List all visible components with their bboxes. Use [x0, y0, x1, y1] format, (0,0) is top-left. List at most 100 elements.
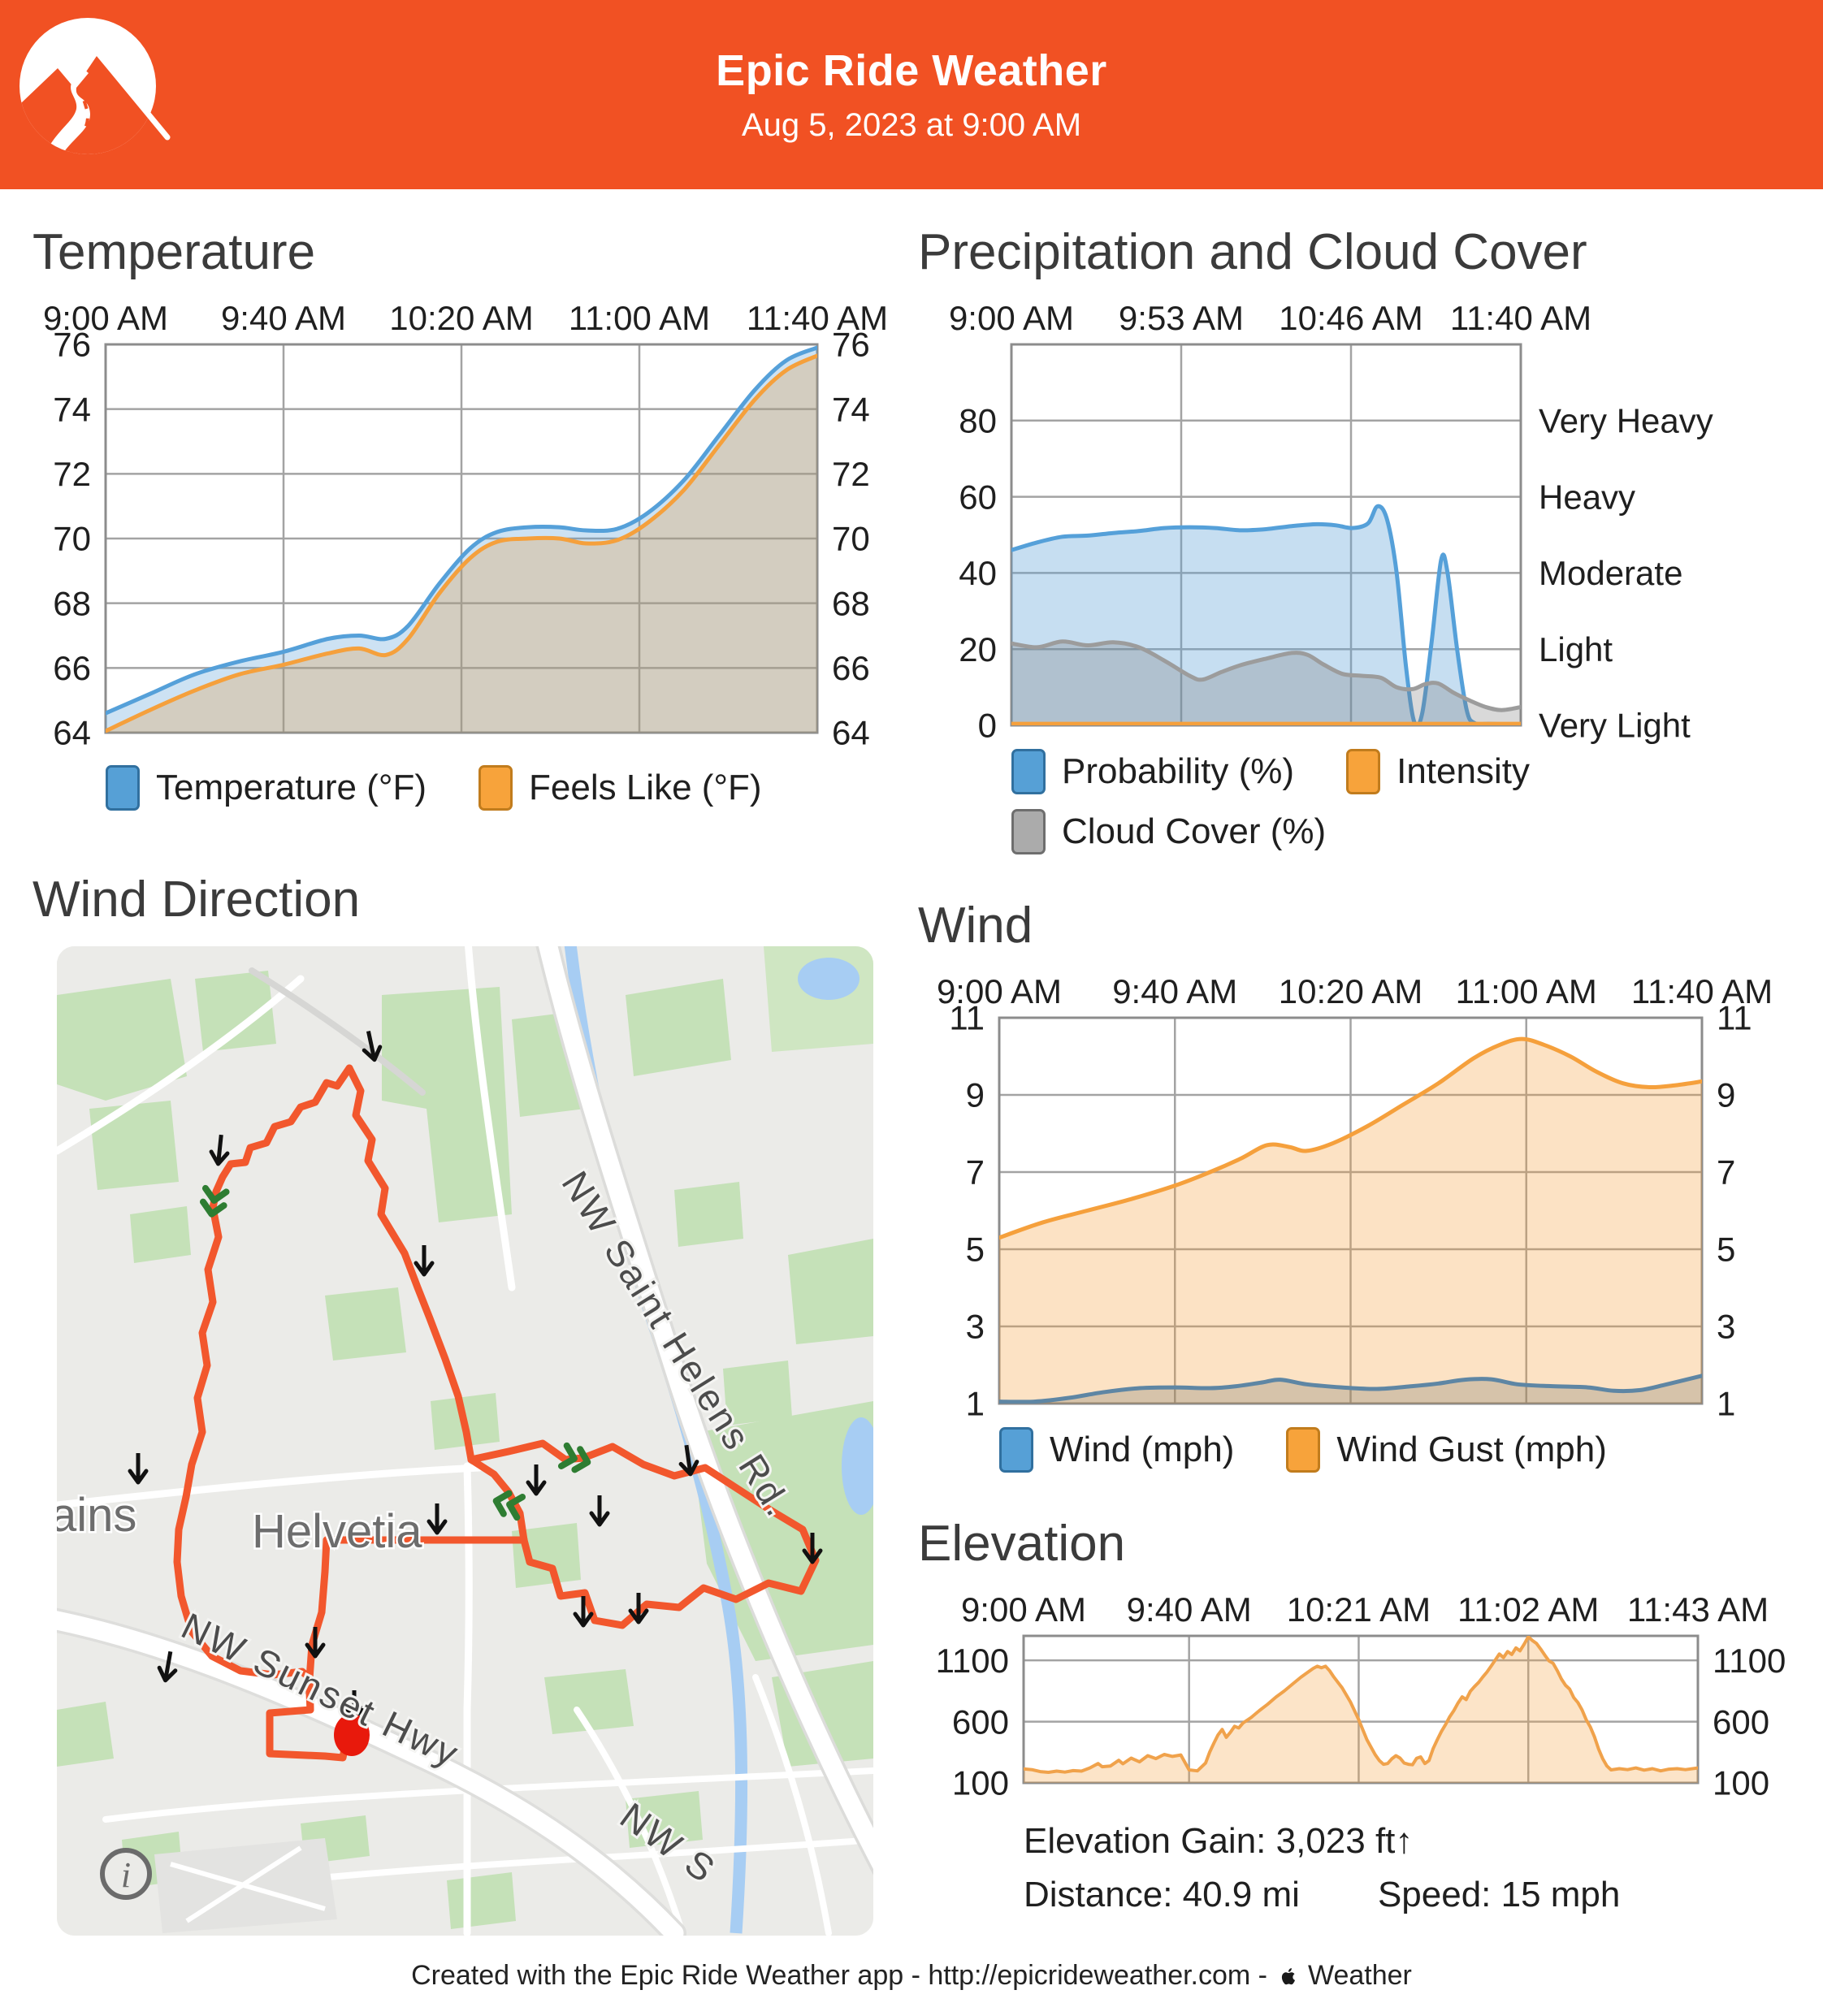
svg-text:0: 0: [978, 707, 997, 745]
svg-text:64: 64: [832, 714, 870, 752]
svg-text:1: 1: [966, 1385, 985, 1423]
svg-text:11:40 AM: 11:40 AM: [1631, 972, 1773, 1010]
svg-text:Very Light: Very Light: [1539, 707, 1691, 745]
svg-text:9:00 AM: 9:00 AM: [961, 1590, 1086, 1629]
legend-item: Wind Gust (mph): [1286, 1427, 1607, 1473]
svg-text:68: 68: [832, 584, 870, 622]
svg-text:20: 20: [959, 630, 997, 668]
svg-text:11:02 AM: 11:02 AM: [1457, 1590, 1599, 1629]
svg-text:3: 3: [1717, 1308, 1735, 1346]
svg-text:11:43 AM: 11:43 AM: [1627, 1590, 1769, 1629]
wind-direction-title: Wind Direction: [32, 872, 361, 928]
report-body: Temperature 9:00 AM 9:40 AM 10:20 AM 11:00 …: [0, 189, 1823, 1936]
svg-text:68: 68: [53, 584, 91, 622]
svg-text:70: 70: [832, 520, 870, 558]
wind-legend: Wind (mph) Wind Gust (mph): [999, 1427, 1795, 1473]
elevation-chart: 9:00 AM 9:40 AM 10:21 AM 11:02 AM 11:43 AM 10…: [936, 1590, 1786, 1802]
svg-text:5: 5: [966, 1231, 985, 1269]
svg-text:Heavy: Heavy: [1539, 478, 1635, 516]
svg-text:10:21 AM: 10:21 AM: [1287, 1590, 1431, 1629]
wind-gust-swatch: [1286, 1427, 1321, 1473]
svg-text:100: 100: [1713, 1764, 1769, 1802]
svg-text:66: 66: [53, 649, 91, 687]
map-roads: [57, 946, 873, 1936]
app-title: Epic Ride Weather: [716, 46, 1107, 95]
svg-text:5: 5: [1717, 1231, 1735, 1269]
elevation-gain-stat: Elevation Gain: 3,023 ft↑: [1024, 1821, 1414, 1861]
svg-text:9:00 AM: 9:00 AM: [949, 299, 1074, 337]
svg-text:80: 80: [959, 402, 997, 440]
svg-text:76: 76: [832, 326, 870, 364]
precipitation-chart: 9:00 AM 9:53 AM 10:46 AM 11:40 AM 0 20 40 60 80 V…: [949, 299, 1713, 745]
ride-stats: Elevation Gain: 3,023 ft↑ Distance: 40.9…: [1024, 1815, 1795, 1922]
svg-text:600: 600: [952, 1702, 1009, 1741]
wind-swatch: [999, 1427, 1033, 1473]
app-header: Epic Ride Weather Aug 5, 2023 at 9:00 AM: [0, 0, 1823, 189]
left-column: Temperature 9:00 AM 9:40 AM 10:20 AM 11:00 …: [32, 210, 888, 1936]
intensity-swatch: [1346, 749, 1381, 794]
svg-text:1: 1: [1717, 1385, 1735, 1423]
svg-text:9:40 AM: 9:40 AM: [221, 299, 346, 337]
temperature-swatch: [106, 765, 140, 811]
legend-item: Cloud Cover (%): [1011, 809, 1326, 854]
elevation-title: Elevation: [918, 1516, 1126, 1572]
svg-text:64: 64: [53, 714, 91, 752]
svg-text:10:20 AM: 10:20 AM: [389, 299, 533, 337]
legend-item: Probability (%): [1011, 749, 1294, 794]
svg-text:74: 74: [832, 390, 870, 428]
svg-text:9:00 AM: 9:00 AM: [937, 972, 1062, 1010]
cloud-cover-swatch: [1011, 809, 1046, 854]
temperature-legend: Temperature (°F) Feels Like (°F): [106, 765, 877, 811]
svg-text:11:40 AM: 11:40 AM: [1450, 299, 1591, 337]
info-icon[interactable]: i: [100, 1848, 152, 1900]
svg-text:Light: Light: [1539, 630, 1613, 668]
feels-like-swatch: [478, 765, 513, 811]
svg-text:11: 11: [1717, 999, 1752, 1037]
right-column: Precipitation and Cloud Cover 9:00 AM 9:5…: [918, 210, 1795, 1936]
svg-text:9:00 AM: 9:00 AM: [43, 299, 168, 337]
svg-text:7: 7: [1717, 1153, 1735, 1192]
apple-logo-icon: [1281, 1967, 1295, 1984]
legend-item: Temperature (°F): [106, 765, 427, 811]
route-path: [173, 1064, 820, 1762]
svg-text:7: 7: [966, 1153, 985, 1192]
precipitation-title: Precipitation and Cloud Cover: [918, 224, 1587, 280]
svg-text:11:40 AM: 11:40 AM: [747, 299, 888, 337]
map-label-helvetia: Helvetia: [252, 1505, 422, 1558]
temperature-title: Temperature: [32, 224, 316, 280]
map-label-plains: ains: [57, 1489, 136, 1542]
probability-swatch: [1011, 749, 1046, 794]
svg-text:70: 70: [53, 520, 91, 558]
route-end-marker: [334, 1714, 370, 1756]
svg-text:11:00 AM: 11:00 AM: [569, 299, 710, 337]
precipitation-legend: Probability (%) Intensity Cloud Cover (%…: [1011, 749, 1629, 854]
svg-text:9:40 AM: 9:40 AM: [1127, 1590, 1252, 1629]
map-canvas: ains Helvetia NW Saint Helens Rd. NW Sun…: [57, 946, 873, 1936]
svg-text:10:46 AM: 10:46 AM: [1279, 299, 1422, 337]
svg-text:i: i: [121, 1855, 131, 1895]
svg-text:60: 60: [959, 478, 997, 516]
weather-attribution: Weather: [1308, 1960, 1412, 1991]
svg-text:11: 11: [949, 999, 985, 1037]
wind-title: Wind: [918, 898, 1033, 954]
temperature-chart: 9:00 AM 9:40 AM 10:20 AM 11:00 AM 11:40 AM 64…: [43, 299, 888, 752]
svg-text:40: 40: [959, 554, 997, 592]
map-airport: [154, 1838, 337, 1933]
svg-text:9: 9: [1717, 1076, 1735, 1114]
speed-stat: Speed: 15 mph: [1377, 1875, 1621, 1914]
footer-credit: Created with the Epic Ride Weather app -…: [411, 1960, 1412, 1991]
svg-text:1100: 1100: [936, 1642, 1009, 1680]
svg-text:76: 76: [53, 326, 91, 364]
svg-text:Moderate: Moderate: [1539, 554, 1682, 592]
app-logo: [19, 18, 171, 154]
legend-item: Wind (mph): [999, 1427, 1234, 1473]
svg-text:600: 600: [1713, 1702, 1769, 1741]
svg-text:3: 3: [966, 1308, 985, 1346]
svg-text:1100: 1100: [1713, 1642, 1786, 1680]
wind-chart: 9:00 AM 9:40 AM 10:20 AM 11:00 AM 11:40 AM1 1…: [937, 972, 1773, 1423]
svg-text:100: 100: [952, 1764, 1009, 1802]
svg-text:74: 74: [53, 390, 91, 428]
route-map[interactable]: ains Helvetia NW Saint Helens Rd. NW Sun…: [57, 946, 873, 1936]
svg-text:66: 66: [832, 649, 870, 687]
svg-text:10:20 AM: 10:20 AM: [1279, 972, 1422, 1010]
